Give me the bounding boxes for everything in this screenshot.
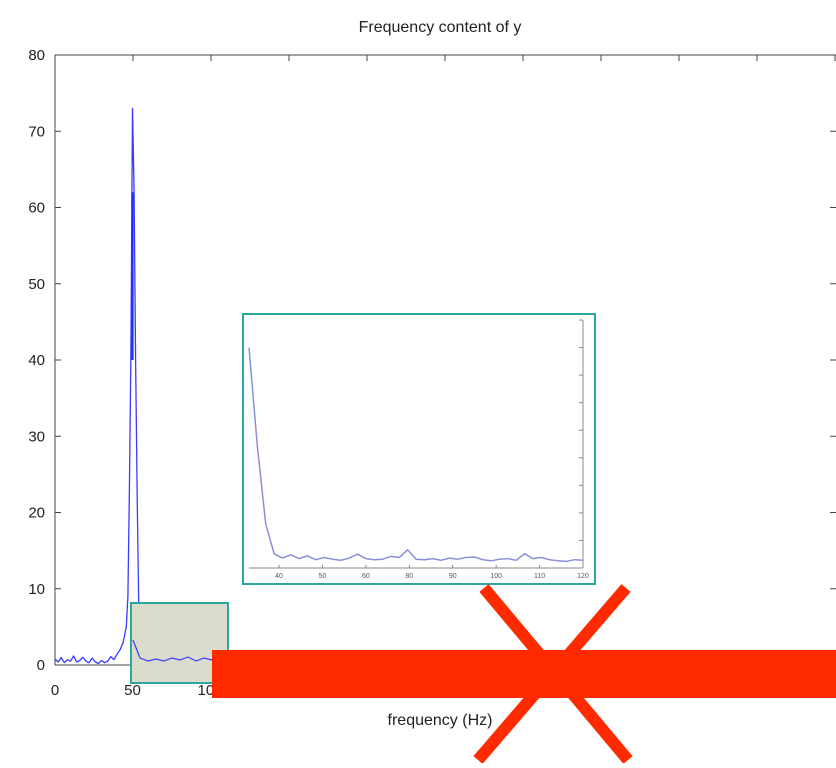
y-tick-label: 60 xyxy=(28,200,45,217)
inset-x-tick-label: 120 xyxy=(577,573,589,580)
series-line xyxy=(55,108,241,663)
inset-x-tick-label: 100 xyxy=(490,573,502,580)
red-bar xyxy=(212,650,836,698)
red-cross-icon xyxy=(212,588,836,760)
y-tick-label: 10 xyxy=(28,581,45,598)
inset-x-tick-label: 60 xyxy=(362,573,370,580)
y-tick-label: 80 xyxy=(28,47,45,64)
y-tick-label: 0 xyxy=(37,657,45,674)
inset-x-tick-label: 110 xyxy=(534,573,545,580)
y-tick-label: 40 xyxy=(28,352,45,369)
y-tick-label: 20 xyxy=(28,505,45,522)
inset-x-tick-label: 50 xyxy=(319,573,327,580)
inset-x-tick-label: 40 xyxy=(275,573,283,580)
inset-x-tick-label: 90 xyxy=(449,573,457,580)
x-axis-label: frequency (Hz) xyxy=(388,712,493,729)
x-tick-label: 50 xyxy=(124,682,141,699)
x-tick-label: 0 xyxy=(51,682,59,699)
inset-chart: 40 50 60 80 90 100 110 120 xyxy=(243,314,595,584)
inset-frame xyxy=(243,314,595,584)
y-tick-label: 30 xyxy=(28,428,45,445)
y-tick-label: 70 xyxy=(28,123,45,140)
y-tick-label: 50 xyxy=(28,276,45,293)
inset-x-tick-label: 80 xyxy=(405,573,413,580)
chart-title: Frequency content of y xyxy=(359,19,522,36)
